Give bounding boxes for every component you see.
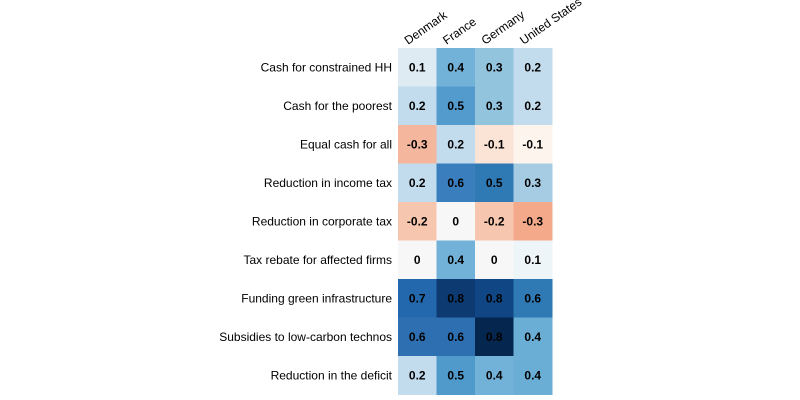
row-label-funding-green-infrastructure: Funding green infrastructure — [241, 291, 392, 305]
heatmap-cell-value: 0.1 — [524, 253, 541, 267]
heatmap-cell — [436, 125, 476, 164]
heatmap-row-labels: Cash for constrained HH Cash for the poor… — [219, 60, 392, 382]
row-label-tax-rebate-for-affected-firms: Tax rebate for affected firms — [243, 253, 392, 267]
heatmap-cell — [398, 86, 437, 126]
heatmap-cell-value: 0.1 — [409, 60, 426, 74]
heatmap-cell — [475, 86, 514, 126]
heatmap-cell — [436, 356, 476, 395]
heatmap-cells — [398, 48, 553, 395]
heatmap-cell — [436, 317, 476, 357]
heatmap-cell-value: 0.8 — [447, 291, 464, 305]
heatmap-cell — [398, 202, 437, 241]
heatmap-cell-value: 0.5 — [447, 99, 464, 113]
heatmap-cell-value: 0.8 — [486, 330, 503, 344]
heatmap-cell-labels: 0.1 0.4 0.3 0.2 0.2 0.5 0.3 0.2 -0.3 0.2 -0.1 -0.1 0… — [407, 60, 544, 382]
heatmap-cell — [513, 356, 553, 395]
heatmap-cell-value: 0.6 — [447, 330, 464, 344]
heatmap-cell — [398, 125, 437, 164]
heatmap-cell-value: 0 — [491, 253, 498, 267]
row-label-subsidies-to-low-carbon-technos: Subsidies to low-carbon technos — [219, 330, 392, 344]
heatmap-cell-value: 0.6 — [409, 330, 426, 344]
row-label-cash-for-the-poorest: Cash for the poorest — [283, 99, 392, 113]
heatmap-cell-value: 0.4 — [524, 330, 541, 344]
heatmap-cell — [436, 86, 476, 126]
row-label-equal-cash-for-all: Equal cash for all — [300, 137, 392, 151]
heatmap-cell — [398, 356, 437, 395]
heatmap-cell-value: 0.2 — [524, 60, 541, 74]
heatmap-cell — [475, 279, 514, 318]
heatmap-cell-value: 0.8 — [486, 291, 503, 305]
heatmap-cell-value: 0.4 — [524, 368, 541, 382]
heatmap-cell — [398, 48, 437, 87]
heatmap-cell-value: -0.3 — [522, 214, 543, 228]
heatmap-cell — [475, 48, 514, 87]
heatmap-cell — [475, 356, 514, 395]
heatmap-cell — [436, 240, 476, 280]
heatmap-cell — [436, 163, 476, 203]
heatmap-cell-value: 0.7 — [409, 291, 426, 305]
heatmap-cell — [475, 202, 514, 241]
heatmap-cell-value: 0.5 — [486, 176, 503, 190]
row-label-reduction-in-the-deficit: Reduction in the deficit — [271, 368, 393, 382]
heatmap-cell-value: 0.6 — [447, 176, 464, 190]
heatmap-cell-value: -0.2 — [484, 214, 505, 228]
column-label-united-states: United States — [517, 0, 584, 47]
heatmap-cell — [436, 48, 476, 87]
heatmap-cell-value: 0.2 — [524, 99, 541, 113]
heatmap-cell — [513, 317, 553, 357]
heatmap-cell-value: 0.4 — [447, 253, 464, 267]
heatmap-cell — [513, 125, 553, 164]
heatmap-cell — [436, 202, 476, 241]
heatmap-cell — [398, 240, 437, 280]
heatmap-cell — [513, 86, 553, 126]
heatmap-cell — [513, 279, 553, 318]
heatmap-cell-value: 0 — [414, 253, 421, 267]
heatmap-cell — [398, 317, 437, 357]
heatmap-cell-value: -0.3 — [407, 137, 428, 151]
heatmap-cell — [513, 202, 553, 241]
heatmap-cell — [475, 240, 514, 280]
heatmap-cell-value: 0.5 — [447, 368, 464, 382]
heatmap-cell — [513, 48, 553, 87]
heatmap-cell — [398, 279, 437, 318]
heatmap-cell — [513, 163, 553, 203]
heatmap-cell — [475, 163, 514, 203]
heatmap-cell-value: 0.3 — [524, 176, 541, 190]
heatmap-cell-value: 0.4 — [447, 60, 464, 74]
heatmap-cell-value: 0.2 — [409, 176, 426, 190]
heatmap-cell — [475, 125, 514, 164]
row-label-cash-for-constrained-hh: Cash for constrained HH — [261, 60, 392, 74]
heatmap-cell — [475, 317, 514, 357]
heatmap-cell-value: 0.3 — [486, 99, 503, 113]
heatmap-cell-value: -0.2 — [407, 214, 428, 228]
heatmap-cell-value: -0.1 — [522, 137, 543, 151]
row-label-reduction-in-income-tax: Reduction in income tax — [264, 176, 392, 190]
heatmap-cell-value: 0.2 — [409, 368, 426, 382]
heatmap-cell-value: 0.6 — [524, 291, 541, 305]
heatmap-cell-value: 0.2 — [409, 99, 426, 113]
heatmap-cell-value: 0.2 — [447, 137, 464, 151]
heatmap-cell-value: 0.3 — [486, 60, 503, 74]
heatmap-cell — [436, 279, 476, 318]
heatmap-cell — [398, 163, 437, 203]
heatmap-cell-value: 0.4 — [486, 368, 503, 382]
row-label-reduction-in-corporate-tax: Reduction in corporate tax — [252, 214, 392, 228]
heatmap-cell-value: -0.1 — [484, 137, 505, 151]
heatmap-cell-value: 0 — [452, 214, 459, 228]
heatmap-cell — [513, 240, 553, 280]
